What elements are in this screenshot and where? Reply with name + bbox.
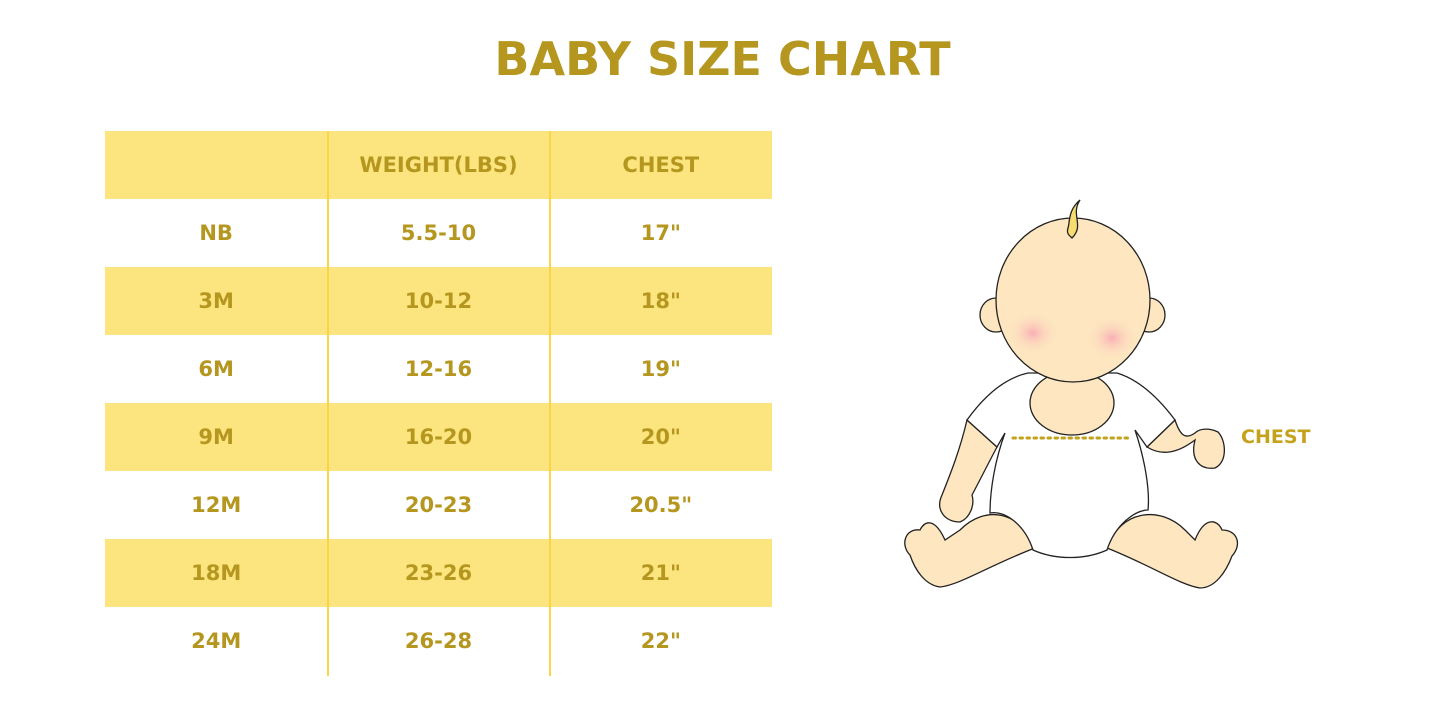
hair-curl	[1066, 199, 1081, 239]
column-divider	[327, 131, 329, 676]
chest-cell: 17"	[640, 221, 681, 245]
chest-cell: 21"	[640, 561, 681, 585]
weight-cell: 23-26	[404, 561, 473, 585]
size-cell: NB	[199, 221, 233, 245]
page-title: BABY SIZE CHART	[494, 32, 951, 86]
size-cell: 12M	[191, 493, 242, 517]
table-row: 24M 26-28 22"	[105, 607, 772, 675]
table-row: 18M 23-26 21"	[105, 539, 772, 607]
table-row: 12M 20-23 20.5"	[105, 471, 772, 539]
table-row: NB 5.5-10 17"	[105, 199, 772, 267]
weight-cell: 26-28	[404, 629, 473, 653]
size-cell: 18M	[191, 561, 242, 585]
chest-cell: 20.5"	[629, 493, 693, 517]
chest-cell: 19"	[640, 357, 681, 381]
chest-cell: 18"	[640, 289, 681, 313]
size-table: WEIGHT(LBS) CHEST NB 5.5-10 17" 3M 10-12 18" 6…	[105, 131, 772, 675]
header-cell: WEIGHT(LBS)	[359, 153, 518, 177]
column-divider	[549, 131, 551, 676]
chest-cell: 20"	[640, 425, 681, 449]
size-cell: 9M	[198, 425, 234, 449]
size-cell: 24M	[191, 629, 242, 653]
right-cheek	[1086, 316, 1138, 360]
weight-cell: 12-16	[404, 357, 473, 381]
size-cell: 3M	[198, 289, 234, 313]
table-row: 6M 12-16 19"	[105, 335, 772, 403]
left-arm	[939, 418, 998, 523]
weight-cell: 10-12	[404, 289, 473, 313]
weight-cell: 20-23	[404, 493, 473, 517]
header-cell: CHEST	[622, 153, 700, 177]
left-leg	[904, 514, 1036, 588]
table-row: 9M 16-20 20"	[105, 403, 772, 471]
table-header-row: WEIGHT(LBS) CHEST	[105, 131, 772, 199]
left-cheek	[1007, 311, 1059, 355]
weight-cell: 16-20	[404, 425, 473, 449]
head	[995, 217, 1151, 383]
size-cell: 6M	[198, 357, 234, 381]
right-leg	[1106, 514, 1239, 589]
onesie	[966, 372, 1176, 559]
table-row: 3M 10-12 18"	[105, 267, 772, 335]
chest-cell: 22"	[640, 629, 681, 653]
chest-label: CHEST	[1241, 426, 1311, 448]
right-arm	[1145, 418, 1226, 469]
weight-cell: 5.5-10	[400, 221, 477, 245]
